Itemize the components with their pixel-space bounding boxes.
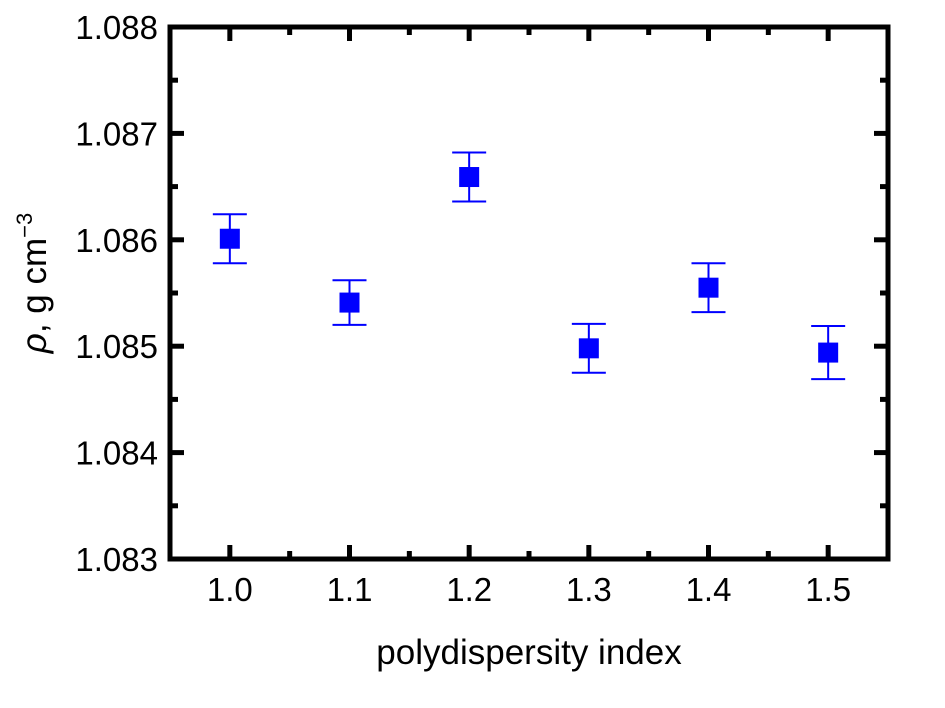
plot-frame — [167, 24, 891, 562]
data-points — [212, 151, 846, 381]
x-tick-label: 1.4 — [686, 571, 732, 608]
square-marker — [698, 277, 719, 298]
x-axis-title: polydispersity index — [376, 633, 682, 672]
data-point — [691, 262, 726, 314]
y-tick-label: 1.083 — [75, 541, 158, 578]
x-tick-label: 1.2 — [446, 571, 492, 608]
y-axis-title: ρ, g cm−3 — [12, 213, 54, 354]
y-tick-label: 1.088 — [75, 9, 158, 46]
y-tick-label: 1.086 — [75, 222, 158, 259]
y-axis-title-units: , g cm — [15, 238, 54, 333]
x-tick-label: 1.0 — [207, 571, 253, 608]
square-marker — [578, 338, 599, 359]
y-axis-title-symbol: ρ — [15, 333, 54, 354]
square-marker — [219, 228, 240, 249]
y-axis-ticks: 1.083 1.084 1.085 1.086 1.087 1.088 — [75, 9, 888, 578]
data-point — [452, 151, 487, 203]
x-tick-label: 1.5 — [805, 571, 851, 608]
square-marker — [339, 292, 360, 313]
data-point — [212, 213, 247, 265]
square-marker — [818, 342, 839, 363]
x-axis-ticks: 1.0 1.1 1.2 1.3 1.4 1.5 — [207, 27, 851, 608]
y-axis-title-exponent: −3 — [12, 213, 37, 238]
y-tick-label: 1.085 — [75, 328, 158, 365]
y-tick-label: 1.087 — [75, 115, 158, 152]
y-tick-label: 1.084 — [75, 435, 158, 472]
data-point — [571, 322, 606, 374]
square-marker — [459, 167, 480, 188]
x-tick-label: 1.3 — [566, 571, 612, 608]
data-point — [811, 324, 846, 381]
data-point — [332, 279, 367, 326]
x-tick-label: 1.1 — [327, 571, 373, 608]
